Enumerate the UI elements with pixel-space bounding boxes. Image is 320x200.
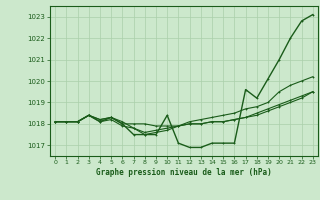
- X-axis label: Graphe pression niveau de la mer (hPa): Graphe pression niveau de la mer (hPa): [96, 168, 272, 177]
